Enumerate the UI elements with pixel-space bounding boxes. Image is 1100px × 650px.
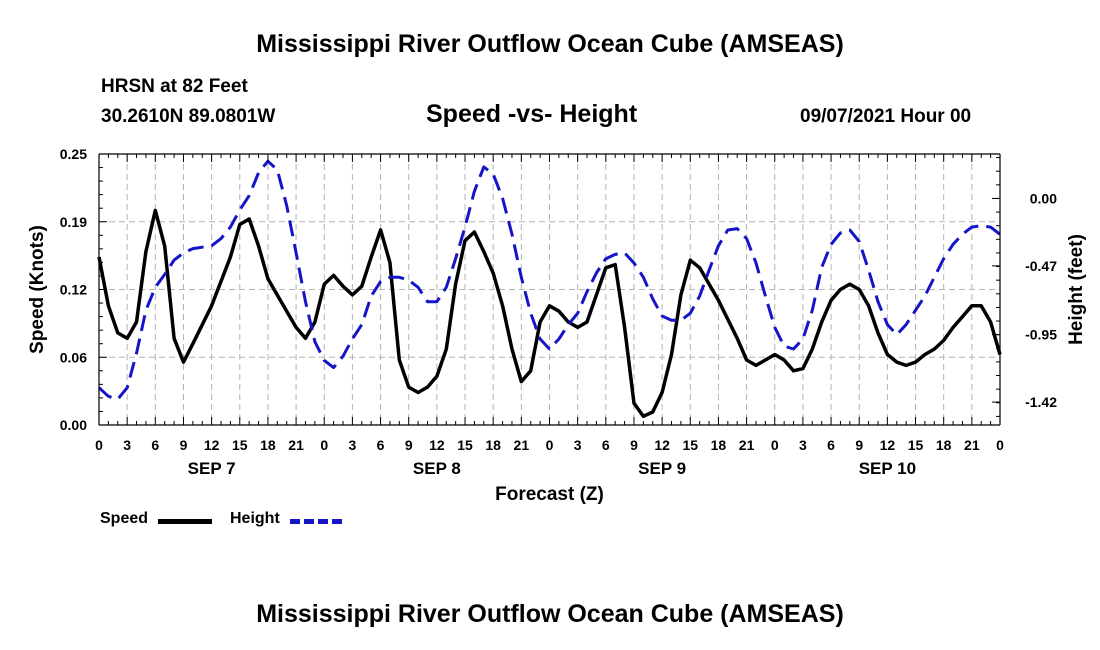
x-tick-label: 18 <box>936 437 952 453</box>
x-tick-label: 3 <box>123 437 131 453</box>
datetime-label: 09/07/2021 Hour 00 <box>800 106 972 127</box>
y-left-tick-label: 0.12 <box>60 282 87 298</box>
x-tick-label: 12 <box>204 437 220 453</box>
x-tick-label: 3 <box>349 437 357 453</box>
legend-height-swatch <box>290 519 342 524</box>
date-label: SEP 10 <box>859 459 916 478</box>
axes: 0.00 0.06 0.12 0.19 0.25 0.00 -0.47 -0.95 -1.42 0… <box>27 146 1087 505</box>
station-label: HRSN at 82 Feet <box>101 76 248 97</box>
x-tick-label: 0 <box>996 437 1004 453</box>
y-left-tick-label: 0.00 <box>60 417 87 433</box>
x-tick-label: 6 <box>602 437 610 453</box>
y-right-tick-label: -0.47 <box>1025 258 1057 274</box>
x-tick-label: 15 <box>908 437 924 453</box>
x-tick-label: 12 <box>880 437 896 453</box>
x-axis-title: Forecast (Z) <box>495 484 604 505</box>
y-right-tick-label: -0.95 <box>1025 327 1057 343</box>
x-tick-label: 15 <box>682 437 698 453</box>
x-tick-label: 9 <box>180 437 188 453</box>
y-left-tick-label: 0.06 <box>60 349 87 365</box>
y-left-tick-label: 0.19 <box>60 214 87 230</box>
x-tick-label: 18 <box>485 437 501 453</box>
x-tick-label: 18 <box>260 437 276 453</box>
x-tick-label: 15 <box>232 437 248 453</box>
x-tick-label: 9 <box>630 437 638 453</box>
x-tick-label: 0 <box>95 437 103 453</box>
series-layer <box>97 159 1002 419</box>
series-line-height <box>97 159 1001 401</box>
x-tick-label: 18 <box>711 437 727 453</box>
y-right-axis-title: Height (feet) <box>1066 234 1087 345</box>
legend-height-label: Height <box>230 510 280 527</box>
x-tick-label: 3 <box>799 437 807 453</box>
legend-speed-label: Speed <box>100 510 149 527</box>
chart-title-top: Mississippi River Outflow Ocean Cube (AM… <box>256 30 844 58</box>
x-tick-label: 15 <box>457 437 473 453</box>
x-tick-label: 9 <box>405 437 413 453</box>
x-tick-label: 6 <box>827 437 835 453</box>
x-tick-label: 6 <box>151 437 159 453</box>
date-label: SEP 9 <box>638 459 686 478</box>
x-tick-label: 0 <box>320 437 328 453</box>
x-tick-label: 21 <box>514 437 530 453</box>
series-line-speed <box>97 208 1002 419</box>
date-label: SEP 7 <box>188 459 236 478</box>
chart-title-bottom: Mississippi River Outflow Ocean Cube (AM… <box>256 600 844 628</box>
grid <box>99 154 1000 425</box>
coordinates-label: 30.2610N 89.0801W <box>101 106 276 127</box>
x-tick-label: 9 <box>855 437 863 453</box>
x-tick-label: 3 <box>574 437 582 453</box>
date-label: SEP 8 <box>413 459 461 478</box>
x-tick-label: 12 <box>654 437 670 453</box>
x-tick-label: 0 <box>771 437 779 453</box>
x-tick-label: 21 <box>964 437 980 453</box>
legend-speed-swatch <box>158 519 212 524</box>
x-tick-label: 0 <box>546 437 554 453</box>
y-right-tick-label: 0.00 <box>1030 190 1057 206</box>
y-right-tick-label: -1.42 <box>1025 394 1057 410</box>
y-left-axis-title: Speed (Knots) <box>27 225 48 354</box>
y-left-tick-label: 0.25 <box>60 146 87 162</box>
x-tick-label: 21 <box>739 437 755 453</box>
x-tick-label: 6 <box>377 437 385 453</box>
x-tick-label: 12 <box>429 437 445 453</box>
chart-subtitle: Speed -vs- Height <box>426 100 638 128</box>
x-tick-label: 21 <box>288 437 304 453</box>
